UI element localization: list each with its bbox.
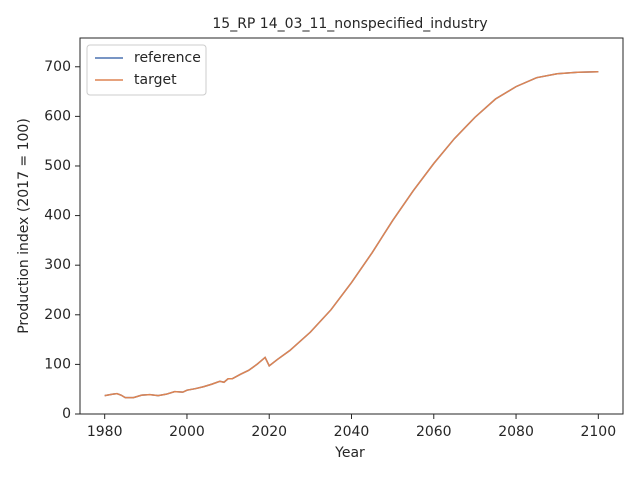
y-tick-label: 500	[44, 158, 71, 174]
line-series	[104, 70, 599, 399]
x-tick-label: 2100	[580, 424, 616, 440]
x-tick-label: 2080	[498, 424, 534, 440]
y-tick-label: 200	[44, 307, 71, 323]
y-tick-label: 400	[44, 208, 71, 224]
y-tick-label: 100	[44, 356, 71, 372]
x-tick-label: 2060	[416, 424, 452, 440]
y-tick-label: 700	[44, 59, 71, 75]
legend-label: reference	[134, 50, 201, 66]
x-axis-label: Year	[334, 445, 365, 461]
axes-frame	[79, 37, 624, 415]
chart-title: 15_RP 14_03_11_nonspecified_industry	[212, 16, 487, 32]
y-tick-label: 300	[44, 257, 71, 273]
y-tick-label: 0	[62, 406, 71, 422]
y-tick-label: 600	[44, 108, 71, 124]
x-tick-label: 2000	[169, 424, 205, 440]
x-tick-label: 2040	[334, 424, 370, 440]
y-axis-label: Production index (2017 = 100)	[16, 118, 32, 334]
x-tick-label: 1980	[87, 424, 123, 440]
legend-label: target	[134, 72, 177, 88]
x-tick-label: 2020	[251, 424, 287, 440]
